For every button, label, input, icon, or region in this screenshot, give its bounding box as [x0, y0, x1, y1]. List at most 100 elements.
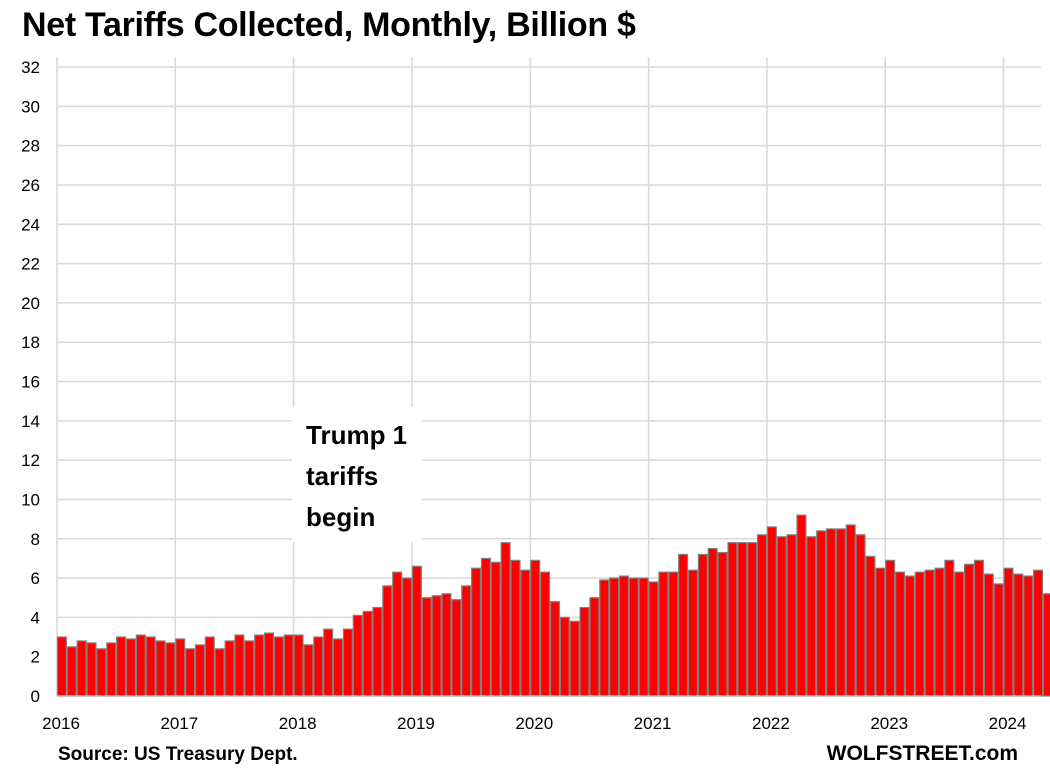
chart-title: Net Tariffs Collected, Monthly, Billion …	[22, 6, 636, 44]
bar	[165, 642, 176, 697]
y-tick-label: 32	[21, 58, 40, 77]
bar	[549, 601, 560, 697]
bar	[303, 644, 314, 697]
bar	[885, 559, 896, 697]
bar	[224, 640, 235, 697]
bar	[332, 638, 344, 697]
y-tick-label: 2	[31, 648, 40, 667]
bar	[628, 577, 639, 697]
bar	[983, 573, 994, 697]
bar	[954, 571, 965, 697]
bar	[668, 571, 679, 697]
bar	[964, 563, 975, 697]
bar	[806, 536, 817, 697]
bar	[362, 610, 373, 697]
bar	[609, 577, 620, 697]
bar	[973, 559, 984, 697]
bar	[678, 553, 689, 697]
bar	[145, 636, 156, 697]
bar	[421, 597, 432, 697]
bar	[194, 644, 205, 697]
bar	[766, 526, 777, 697]
bar	[323, 628, 334, 697]
bar	[520, 569, 531, 697]
bar	[155, 640, 166, 697]
bar	[185, 648, 196, 697]
bar	[875, 567, 886, 697]
bar	[234, 634, 245, 697]
bar	[697, 553, 708, 697]
bar	[313, 636, 324, 697]
y-tick-label: 28	[21, 137, 40, 156]
bar	[56, 636, 67, 697]
bar	[914, 571, 925, 697]
bar	[431, 595, 442, 697]
bar	[865, 555, 876, 697]
y-tick-label: 16	[21, 373, 40, 392]
bar	[510, 559, 521, 697]
bar	[845, 524, 856, 697]
bar	[175, 638, 186, 697]
bar	[569, 620, 580, 697]
bar	[352, 614, 363, 697]
y-tick-label: 0	[31, 687, 40, 706]
bar	[530, 559, 541, 697]
bar	[540, 571, 551, 697]
bar	[559, 616, 570, 697]
bar	[214, 648, 225, 697]
bar	[263, 632, 275, 697]
bar	[816, 530, 827, 697]
bar	[579, 606, 590, 697]
bar	[944, 559, 955, 697]
y-tick-label: 12	[21, 451, 40, 470]
brand-logo-text: WOLFSTREET.com	[826, 742, 1018, 765]
bar	[786, 534, 797, 697]
y-tick-label: 22	[21, 255, 40, 274]
y-tick-label: 26	[21, 176, 40, 195]
bar	[66, 646, 77, 697]
bar	[283, 634, 294, 697]
bar	[441, 593, 452, 697]
bar	[717, 551, 728, 697]
bar	[756, 534, 768, 697]
x-tick-label: 2016	[42, 714, 80, 733]
bar	[904, 575, 915, 697]
bar	[1003, 567, 1014, 697]
y-tick-label: 18	[21, 333, 40, 352]
x-tick-label: 2020	[515, 714, 553, 733]
bar	[747, 542, 758, 697]
bar	[825, 528, 837, 697]
bar	[86, 642, 97, 697]
bar	[342, 628, 353, 697]
bar	[924, 569, 935, 697]
bar	[1042, 593, 1050, 697]
bar	[372, 606, 383, 697]
x-tick-label: 2024	[989, 714, 1027, 733]
bar	[116, 636, 127, 697]
bar	[96, 648, 107, 697]
bar	[1033, 569, 1044, 697]
bar	[796, 514, 807, 697]
bar	[293, 634, 304, 697]
y-tick-label: 6	[31, 569, 40, 588]
x-tick-label: 2018	[279, 714, 317, 733]
bar	[411, 565, 422, 697]
x-tick-label: 2022	[752, 714, 790, 733]
bar	[1013, 573, 1024, 697]
bar	[737, 542, 748, 697]
annotation-line: tariffs	[306, 461, 378, 491]
x-tick-label: 2019	[397, 714, 435, 733]
bar	[244, 640, 255, 697]
bar	[125, 638, 136, 697]
bar	[658, 571, 669, 697]
annotation-line: begin	[306, 502, 375, 532]
bars-layer	[56, 514, 1050, 697]
bar	[451, 599, 462, 697]
bar	[638, 577, 649, 697]
bar	[382, 585, 393, 697]
bar	[993, 583, 1004, 697]
bar	[273, 636, 284, 697]
bar	[894, 571, 906, 697]
